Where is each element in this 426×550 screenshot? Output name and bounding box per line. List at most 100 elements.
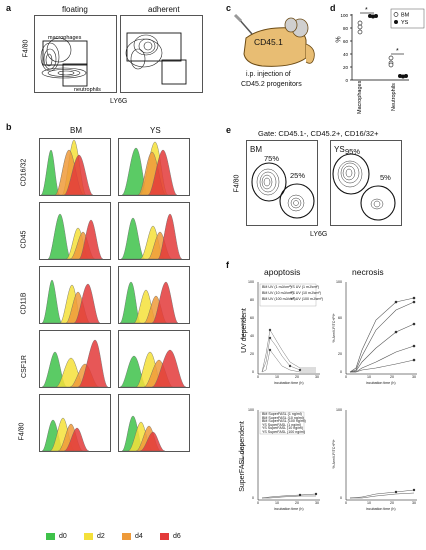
f-ytick: 40	[250, 334, 254, 338]
ys-top-percent: 95%	[345, 147, 361, 156]
panel-b-bm: BM	[70, 126, 82, 135]
d-tick-100: 100	[340, 13, 348, 18]
f-xtick: 10	[275, 501, 279, 505]
mouse-illustration	[233, 13, 315, 67]
f-ytick: 80	[250, 298, 254, 302]
fasl-legend-5: YS SuperFASL (10 ng/ml)	[262, 426, 304, 430]
uv-legend-2: BM UV (10 mJ/cm²)	[262, 291, 294, 295]
panel-b-ys: YS	[150, 126, 161, 135]
bm-bottom-percent: 25%	[290, 171, 306, 180]
f-xtick: 30	[412, 375, 416, 379]
d-tick-20: 20	[343, 65, 349, 70]
f-ytick: 0	[252, 496, 254, 500]
f-ytick: 0	[252, 370, 254, 374]
f-x-axis-2: incubation time (h)	[366, 381, 396, 385]
uv-legend-5: YS UV (10 mJ/cm²)	[290, 291, 321, 295]
panel-label-e: e	[226, 125, 232, 135]
f-y-apop-uv: % AnnV-FITC+	[241, 315, 246, 340]
fasl-legend-4: YS SuperFASL (1 ng/ml)	[262, 422, 302, 427]
panel-label-c: c	[226, 3, 232, 13]
legend-d0: d0	[59, 533, 67, 540]
d-tick-0: 0	[345, 78, 348, 83]
ys-contour-plot	[330, 140, 402, 226]
f-xtick: 30	[315, 375, 319, 379]
uv-legend-4: YS UV (1 mJ/cm²)	[290, 285, 319, 289]
panel-label-f: f	[226, 260, 229, 270]
fasl-legend-1: BM SuperFASL (1 ng/ml)	[262, 412, 302, 416]
floating-contours: macrophages neutrophils	[40, 35, 101, 93]
legend-d4: d4	[135, 533, 143, 540]
f-xtick: 20	[295, 501, 299, 505]
d-tick-80: 80	[343, 26, 349, 31]
f-xtick: 0	[257, 375, 259, 379]
bm-top-percent: 75%	[264, 154, 280, 163]
uv-legend-1: BM UV (1 mJ/cm²)	[262, 285, 292, 289]
f-ytick: 100	[248, 280, 254, 284]
f-y-necr-fasl: % AnnV-FITC+PI+	[331, 439, 336, 469]
d-legend-bm: BM	[401, 13, 410, 19]
legend-d0-swatch	[46, 533, 55, 540]
f-y-necr-uv: % AnnV-FITC+PI+	[331, 313, 336, 343]
necrosis-title: necrosis	[352, 267, 384, 277]
mouse-label: CD45.1	[254, 37, 283, 47]
f-xtick: 0	[257, 501, 259, 505]
legend-d6-swatch	[160, 533, 169, 540]
ys-label: YS	[334, 145, 345, 154]
d-sig-1: *	[365, 7, 368, 14]
f-xtick: 10	[367, 375, 371, 379]
d-tick-40: 40	[343, 52, 349, 57]
f-ytick: 100	[336, 280, 342, 284]
legend-d2-swatch	[84, 533, 93, 540]
fasl-legend-3: BM SuperFASL (100 ng/ml)	[262, 419, 306, 423]
panel-label-b: b	[6, 122, 12, 132]
d-tick-60: 60	[343, 39, 349, 44]
injection-caption-2: CD45.2 progenitors	[241, 81, 302, 88]
uv-legend-6: YS UV (100 mJ/cm²)	[290, 297, 323, 301]
neutrophils-label: neutrophils	[74, 87, 101, 93]
fasl-legend-6: YS SuperFASL (100 ng/ml)	[262, 429, 306, 434]
f-xtick: 0	[345, 501, 347, 505]
d-legend-ys: YS	[401, 20, 409, 26]
f-ytick: 0	[340, 496, 342, 500]
f-xtick: 10	[275, 375, 279, 379]
ys-bottom-percent: 5%	[380, 173, 391, 182]
f-xtick: 0	[345, 375, 347, 379]
f-ytick: 0	[340, 370, 342, 374]
f-xtick: 20	[295, 375, 299, 379]
f-ytick: 100	[248, 408, 254, 412]
injection-caption-1: i.p. injection of	[246, 71, 291, 78]
f-x-axis-1: incubation time (h)	[274, 381, 304, 385]
legend-d2: d2	[97, 533, 105, 540]
f-x-axis-4: incubation time (h)	[366, 507, 396, 511]
panel-a-x-axis: LY6G	[110, 98, 128, 105]
f-ytick: 20	[338, 352, 342, 356]
f-x-axis-3: incubation time (h)	[274, 507, 304, 511]
panel-e-x-axis: LY6G	[310, 231, 328, 238]
adherent-flow-plot	[120, 15, 203, 93]
panel-d-chart: 0 20 40 60 80 100 * * Macrophages Neutro…	[340, 7, 425, 114]
floating-title: floating	[62, 5, 88, 14]
d-cat-macrophages: Macrophages	[357, 80, 363, 114]
legend-d6: d6	[173, 533, 181, 540]
bm-label: BM	[250, 145, 262, 154]
f-xtick: 30	[412, 501, 416, 505]
f-ytick: 60	[338, 316, 342, 320]
f-ytick: 100	[336, 408, 342, 412]
panel-label-d: d	[330, 3, 336, 13]
bm-contour-plot	[246, 140, 318, 226]
gate-caption: Gate: CD45.1-, CD45.2+, CD16/32+	[258, 129, 379, 138]
f-xtick: 20	[390, 375, 394, 379]
uv-legend-3: BM UV (100 mJ/cm²)	[262, 297, 296, 301]
panel-label-a: a	[6, 3, 12, 13]
fasl-legend-2: BM SuperFASL (10 ng/ml)	[262, 415, 304, 420]
legend-d4-swatch	[122, 533, 131, 540]
f-y-apop-fasl: % AnnV-FITC+	[241, 441, 246, 466]
f-ytick: 60	[250, 316, 254, 320]
f-xtick: 30	[315, 501, 319, 505]
f-ytick: 20	[250, 352, 254, 356]
d-cat-neutrophils: Neutrophils	[391, 83, 397, 111]
apoptosis-title: apoptosis	[264, 267, 301, 277]
